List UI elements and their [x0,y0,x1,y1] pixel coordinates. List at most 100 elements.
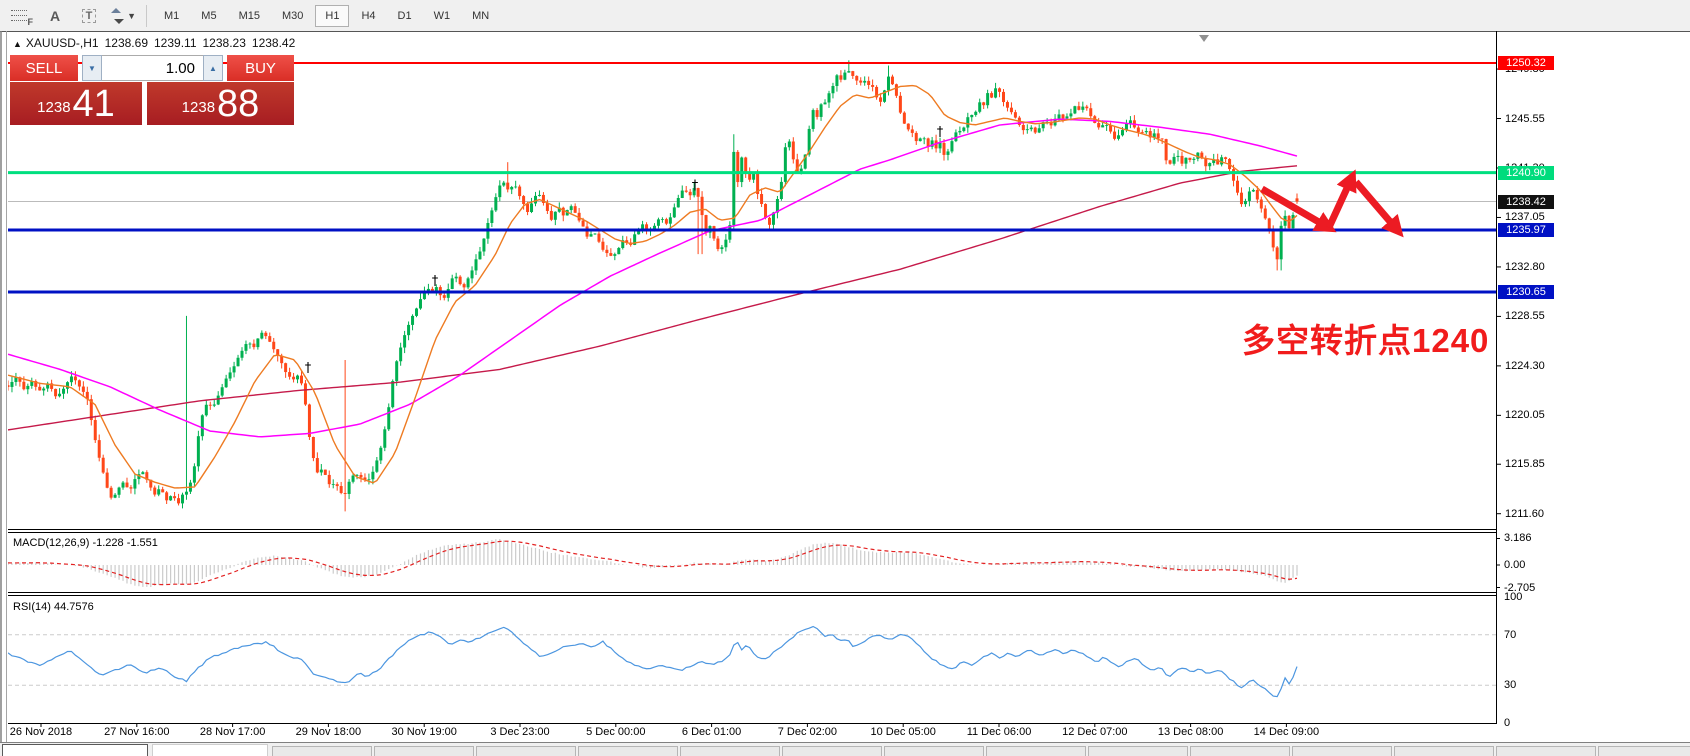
price-level-label: 1250.32 [1498,56,1554,70]
timeframe-button-h4[interactable]: H4 [351,5,385,27]
rsi-scale-label: 100 [1504,591,1523,603]
dagger-marker: † [692,178,699,193]
buy-button[interactable]: BUY [227,55,294,81]
macd-scale-label: -2.705 [1504,581,1536,594]
bottom-strip-box [1190,746,1290,756]
macd-scale-label: 0.00 [1504,559,1526,571]
time-axis-label: 3 Dec 23:00 [490,726,550,738]
fibonacci-tool-icon[interactable]: F [8,4,34,28]
rsi-indicator-label: RSI(14) 44.7576 [13,601,94,613]
symbol-name: XAUUSD-,H1 [25,36,99,50]
price-tick-label: 1228.55 [1505,310,1545,323]
main-price-panel: † † † † [8,60,1496,512]
time-axis-label: 13 Dec 08:00 [1157,726,1224,738]
bottom-strip-box [680,746,780,756]
bottom-strip-box [1598,746,1690,756]
volume-input[interactable] [102,55,203,81]
dagger-marker: † [305,361,312,376]
chart-shift-marker [1199,35,1209,42]
dagger-marker: † [432,274,439,289]
ohlc-low: 1238.23 [202,36,246,50]
bottom-strip-box [374,746,474,756]
time-axis-label: 28 Nov 17:00 [199,726,266,738]
price-tick-label: 1232.80 [1505,260,1545,273]
bottom-strip-box [1088,746,1188,756]
timeframe-button-d1[interactable]: D1 [388,5,422,27]
bottom-strip-box [1496,746,1596,756]
top-toolbar: F A T ▼ M1 M5 M15 M30 H1 H4 D1 W1 MN [0,0,1690,32]
timeframe-button-m1[interactable]: M1 [154,5,189,27]
price-level-label: 1230.65 [1498,284,1554,299]
chevron-down-icon: ▼ [127,10,136,21]
rsi-scale-label: 30 [1504,679,1517,692]
trend-arrow [1260,185,1337,233]
time-axis-label: 29 Nov 18:00 [295,726,362,738]
price-tick-label: 1224.30 [1505,359,1545,372]
trend-arrow [1325,169,1357,229]
price-level-label: 1238.42 [1498,194,1554,209]
price-tick-label: 1237.05 [1505,211,1545,224]
macd-panel [8,539,1298,588]
toolbar-separator [146,4,147,27]
label-tool-icon[interactable]: A [49,7,61,24]
timeframe-button-m5[interactable]: M5 [191,5,226,27]
time-axis-label: 6 Dec 01:00 [681,726,742,738]
dagger-marker: † [937,125,944,140]
bottom-strip-tab [2,744,148,756]
text-tool-icon[interactable]: T [76,4,102,28]
timeframe-button-mn[interactable]: MN [462,5,499,27]
time-axis-label: 26 Nov 2018 [9,726,73,738]
sell-button[interactable]: SELL [10,55,78,81]
bottom-panel-strip [0,742,1690,756]
bottom-strip-box [782,746,882,756]
macd-indicator-label: MACD(12,26,9) -1.228 -1.551 [13,537,158,549]
chart-ohlc-header: ▲ XAUUSD-,H1 1238.69 1239.11 1238.23 1238.42 [13,36,301,50]
time-axis-label: 27 Nov 16:00 [104,726,170,738]
volume-increase-button[interactable]: ▲ [203,55,223,81]
rsi-scale-label: 70 [1504,628,1517,641]
time-axis-label: 30 Nov 19:00 [391,726,457,738]
symbol-marker-icon: ▲ [13,39,22,49]
ohlc-open: 1238.69 [104,36,148,50]
rsi-line [8,625,1298,698]
time-axis-label: 10 Dec 05:00 [870,726,936,738]
bottom-strip-tab [152,744,268,756]
timeframe-button-h1[interactable]: H1 [315,4,350,27]
bottom-strip-box [986,746,1086,756]
bottom-strip-box [578,746,678,756]
bottom-strip-box [1394,746,1494,756]
price-tick-label: 1245.55 [1505,112,1545,125]
price-level-label: 1240.90 [1498,165,1554,180]
bottom-strip-box [272,746,372,756]
price-level-label: 1235.97 [1498,223,1554,238]
timeframe-button-w1[interactable]: W1 [424,5,461,27]
rsi-panel [8,625,1496,698]
bottom-strip-box [884,746,984,756]
time-axis-label: 11 Dec 06:00 [966,726,1032,738]
timeframe-bar: M1 M5 M15 M30 H1 H4 D1 W1 MN [153,4,500,27]
time-axis-label: 7 Dec 02:00 [777,726,838,738]
macd-signal-line [8,540,1298,586]
bottom-strip-box [476,746,576,756]
arrow-objects-tool-icon[interactable]: ▼ [110,4,136,28]
time-axis-label: 12 Dec 07:00 [1062,726,1128,738]
timeframe-button-m30[interactable]: M30 [272,5,313,27]
ohlc-close: 1238.42 [251,36,296,50]
sell-price-display[interactable]: 1238 41 [10,82,142,125]
chart-canvas: † † † † [0,31,1690,756]
buy-price-display[interactable]: 1238 88 [147,82,294,125]
volume-stepper: ▼ ▲ [82,55,223,81]
price-tick-label: 1211.60 [1505,507,1544,520]
price-tick-label: 1215.85 [1505,458,1545,471]
trend-arrow [1353,179,1404,238]
volume-decrease-button[interactable]: ▼ [82,55,102,81]
bottom-strip-box [1292,746,1392,756]
chart-window: † † † † ▲ XAUUSD-,H1 1238.69 1239.11 1238.23 123… [0,31,1690,756]
time-axis-label: 5 Dec 00:00 [586,726,646,738]
timeframe-button-m15[interactable]: M15 [229,5,270,27]
macd-scale-label: 3.186 [1504,532,1532,545]
price-tick-label: 1220.05 [1505,409,1545,422]
time-axis-label: 14 Dec 09:00 [1253,726,1320,738]
